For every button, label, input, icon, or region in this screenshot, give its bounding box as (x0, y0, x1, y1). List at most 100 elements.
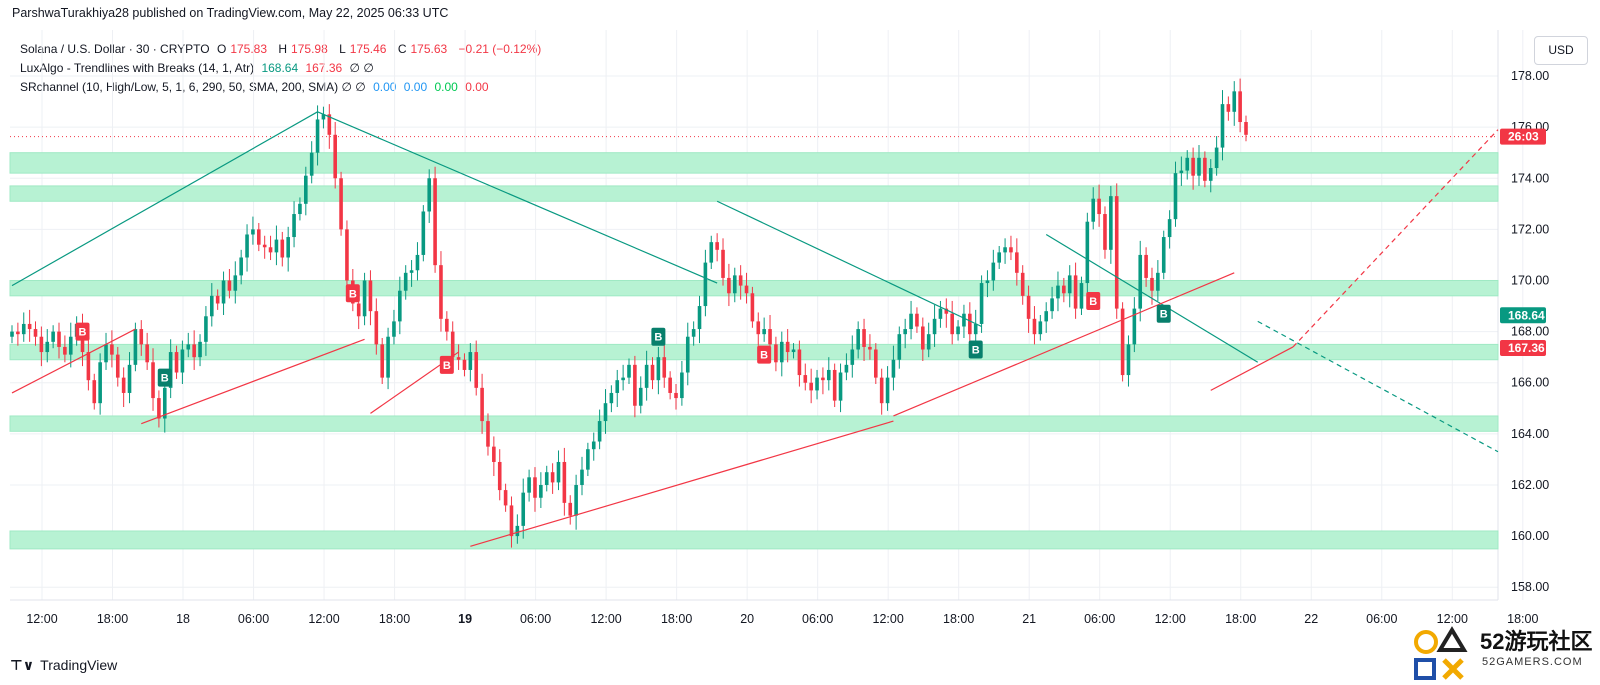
x-tick-label: 22 (1304, 612, 1318, 626)
indicator-srchannel-name[interactable]: SRchannel (10, High/Low, 5, 1, 6, 290, 5… (20, 80, 366, 94)
candle-body (215, 295, 220, 304)
candle-body (533, 477, 537, 498)
candle-body (497, 461, 502, 491)
y-tick-label: 166.00 (1511, 376, 1549, 390)
candle-body (345, 229, 349, 281)
candle-body (1244, 122, 1248, 135)
candle-body (309, 152, 314, 176)
candle-body (1109, 196, 1113, 250)
x-tick-label: 18:00 (1225, 612, 1256, 626)
candle-body (915, 313, 919, 327)
candle-body (1015, 252, 1019, 273)
candle-body (356, 303, 361, 317)
candle-body (16, 331, 20, 335)
candle-body (92, 380, 97, 404)
indicator-luxalgo-name[interactable]: LuxAlgo - Trendlines with Breaks (14, 1,… (20, 61, 255, 75)
candle-body (409, 270, 414, 273)
candle-body (568, 502, 573, 516)
candle-body (174, 352, 179, 373)
candle-body (527, 477, 531, 493)
candle-body (1173, 173, 1178, 220)
candle-body (33, 329, 38, 337)
candle-body (674, 392, 678, 399)
candle-body (797, 349, 802, 376)
price-axis-label (1500, 339, 1546, 356)
watermark-sub: 52GAMERS.COM (1482, 656, 1583, 668)
x-tick-label: 12:00 (873, 612, 904, 626)
candle-body (1097, 198, 1101, 215)
candle-body (1214, 147, 1219, 169)
candle-body (1003, 247, 1007, 253)
watermark: 52游玩社区 52GAMERS.COM (1410, 620, 1600, 685)
price-axis-label (1500, 128, 1546, 145)
x-tick-label: 06:00 (238, 612, 269, 626)
currency-button[interactable]: USD (1534, 36, 1588, 65)
candle-body (973, 323, 978, 335)
candle-body (926, 334, 931, 350)
candle-body (480, 387, 484, 422)
candle-body (456, 357, 461, 360)
candle-body (304, 175, 308, 204)
candle-body (521, 492, 526, 526)
indicator-srchannel-row[interactable]: SRchannel (10, High/Low, 5, 1, 6, 290, 5… (20, 78, 545, 97)
candle-body (386, 336, 390, 378)
sr-zone (9, 152, 1499, 174)
candle-body (239, 257, 243, 276)
y-tick-label: 160.00 (1511, 529, 1549, 543)
candle-body (656, 357, 661, 381)
y-tick-label: 178.00 (1511, 69, 1549, 83)
candle-body (1126, 344, 1131, 376)
symbol-name[interactable]: Solana / U.S. Dollar · 30 · CRYPTO (20, 42, 210, 56)
candle-body (1067, 275, 1072, 294)
candle-body (421, 211, 426, 255)
candle-body (809, 382, 813, 391)
candle-body (333, 134, 337, 179)
candle-body (627, 364, 631, 378)
candle-body (21, 323, 26, 335)
candle-body (1103, 214, 1107, 250)
candle-body (1179, 170, 1184, 174)
candle-body (86, 352, 91, 381)
candle-body (98, 362, 102, 404)
candle-body (450, 331, 455, 358)
candle-body (39, 336, 44, 353)
candle-body (1150, 277, 1154, 291)
break-marker (1156, 304, 1171, 323)
candle-body (727, 277, 731, 294)
candle-body (1056, 285, 1060, 299)
candle-body (756, 321, 761, 335)
break-marker-label: B (1160, 309, 1168, 321)
candle-body (897, 334, 902, 360)
candle-body (768, 329, 772, 345)
candle-body (633, 364, 637, 406)
candle-body (392, 321, 396, 337)
candle-body (515, 525, 520, 537)
symbol-row[interactable]: Solana / U.S. Dollar · 30 · CRYPTO O 175.… (20, 40, 545, 59)
trendline-up-projection (1292, 129, 1499, 348)
candle-body (762, 329, 766, 335)
candle-body (721, 249, 725, 278)
tradingview-brand[interactable]: ⊤∨ TradingView (10, 657, 118, 673)
candle-body (691, 329, 696, 337)
x-tick-label: 18:00 (97, 612, 128, 626)
candle-body (380, 344, 384, 378)
candle-body (1138, 254, 1143, 309)
candle-body (838, 372, 843, 401)
break-marker-label: B (972, 345, 980, 357)
candle-body (821, 377, 825, 381)
ohlc-low: L 175.46 (339, 42, 387, 56)
break-marker (757, 345, 772, 364)
candle-body (856, 329, 860, 350)
candle-body (574, 484, 578, 516)
candle-body (862, 329, 866, 347)
tradingview-logo-icon: ⊤∨ (10, 657, 35, 673)
candle-body (233, 275, 238, 291)
candle-body (104, 344, 108, 363)
price-axis-label-text: 26:03 (1508, 130, 1539, 144)
y-tick-label: 174.00 (1511, 171, 1549, 185)
y-tick-label: 158.00 (1511, 580, 1549, 594)
candle-body (492, 446, 496, 462)
candle-body (268, 247, 273, 253)
candle-body (950, 313, 954, 335)
